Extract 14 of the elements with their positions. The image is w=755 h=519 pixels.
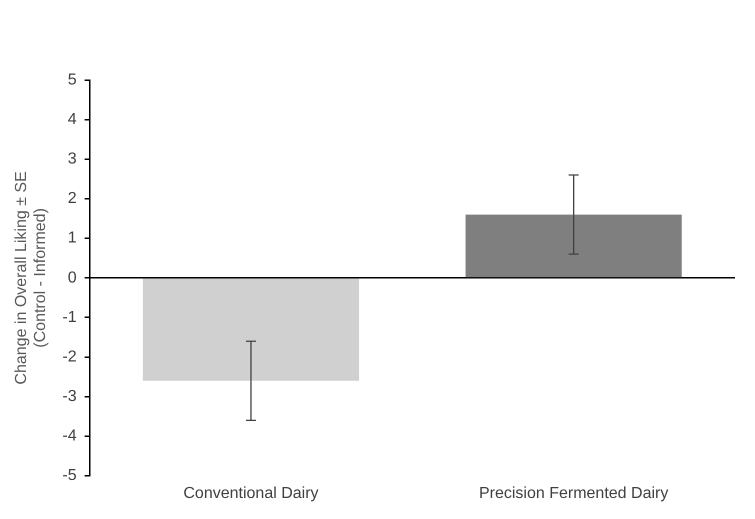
y-tick-label: 2 bbox=[68, 190, 77, 208]
y-tick-label: 5 bbox=[68, 71, 77, 88]
y-axis-title: Change in Overall Liking ± SE (Control - Informed) bbox=[13, 171, 50, 385]
y-tick-label: -1 bbox=[62, 308, 77, 326]
y-tick-label: -3 bbox=[62, 388, 77, 406]
y-tick-label: 4 bbox=[68, 110, 77, 128]
y-tick-label: -5 bbox=[62, 467, 77, 484]
x-tick-label: Conventional Dairy bbox=[183, 484, 319, 502]
y-tick-label: -2 bbox=[62, 348, 77, 366]
y-tick-label: 1 bbox=[68, 230, 77, 247]
y-tick-label: -4 bbox=[62, 428, 77, 445]
y-tick-label: 0 bbox=[68, 269, 77, 286]
y-tick-label: 3 bbox=[68, 150, 77, 168]
x-tick-label: Precision Fermented Dairy bbox=[478, 484, 668, 502]
